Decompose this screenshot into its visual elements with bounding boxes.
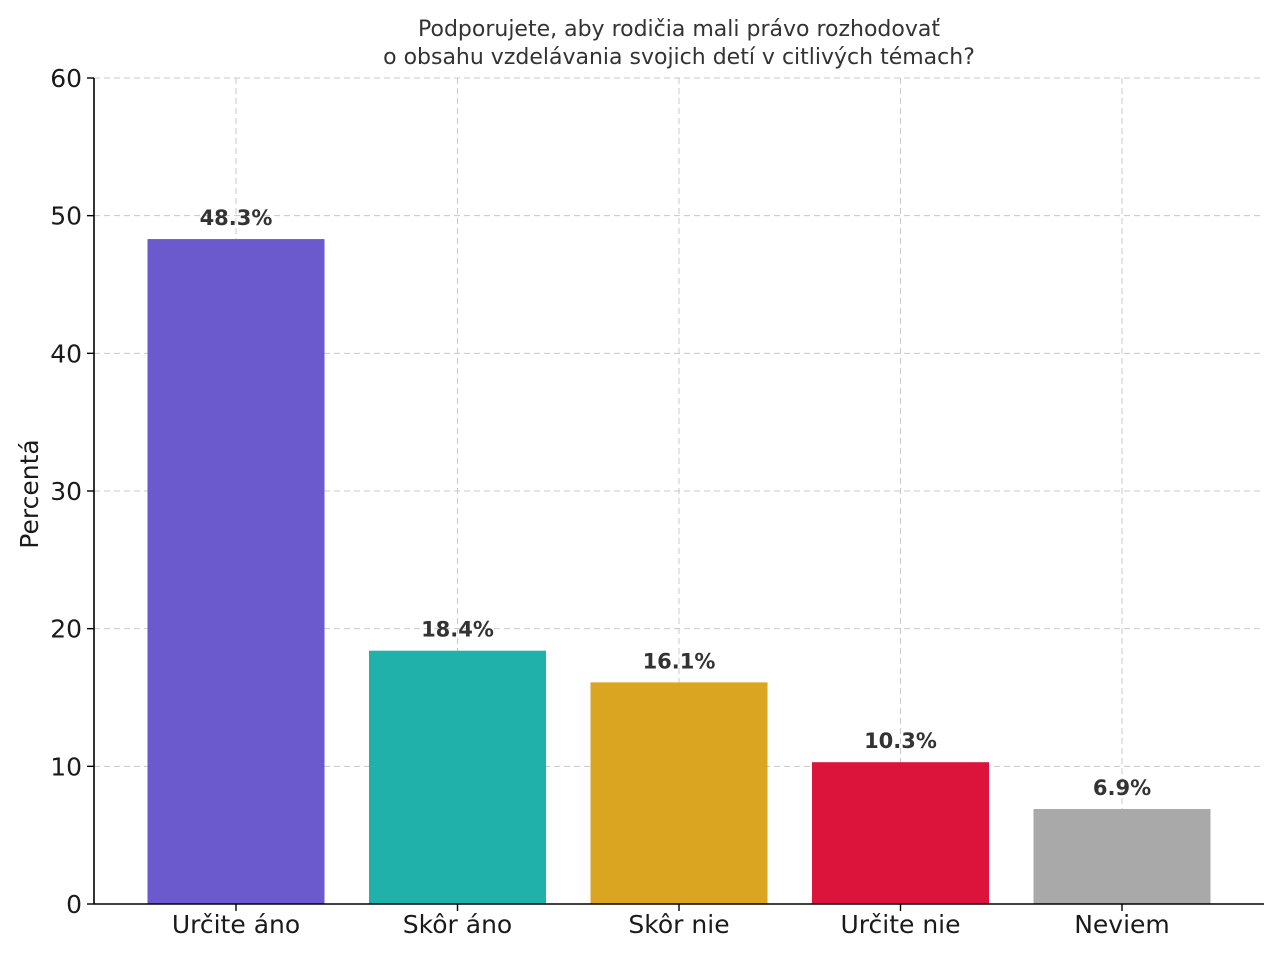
bar (590, 682, 768, 904)
y-tick-label: 30 (50, 477, 82, 506)
data-label: 18.4% (421, 618, 494, 642)
y-axis-label: Percentá (15, 439, 44, 548)
bar (812, 762, 989, 904)
chart-title-line-2: o obsahu vzdelávania svojich detí v citl… (383, 45, 975, 70)
data-label: 16.1% (643, 649, 716, 673)
axes (87, 77, 1264, 911)
y-tick-label: 40 (50, 339, 82, 368)
y-tick-label: 20 (50, 615, 82, 644)
data-label: 10.3% (864, 729, 937, 753)
bar (147, 239, 325, 904)
data-label: 48.3% (200, 206, 273, 230)
labels: 0 10 20 30 40 50 60 48.3% Určite áno 18.4% Skôr án… (50, 64, 1170, 939)
x-tick-label: Neviem (1074, 910, 1170, 939)
bar (369, 650, 546, 904)
data-label: 6.9% (1093, 776, 1151, 800)
y-tick-label: 0 (66, 890, 82, 919)
x-tick-label: Určite áno (172, 910, 300, 939)
y-tick-label: 60 (50, 64, 82, 93)
bars (147, 239, 1211, 904)
x-tick-label: Skôr nie (628, 910, 729, 939)
chart-title-line-1: Podporujete, aby rodičia mali právo rozh… (418, 17, 940, 42)
bar (1033, 809, 1211, 904)
x-tick-label: Skôr áno (403, 910, 512, 939)
y-tick-label: 50 (50, 202, 82, 231)
x-tick-label: Určite nie (840, 910, 960, 939)
y-tick-label: 10 (50, 752, 82, 781)
